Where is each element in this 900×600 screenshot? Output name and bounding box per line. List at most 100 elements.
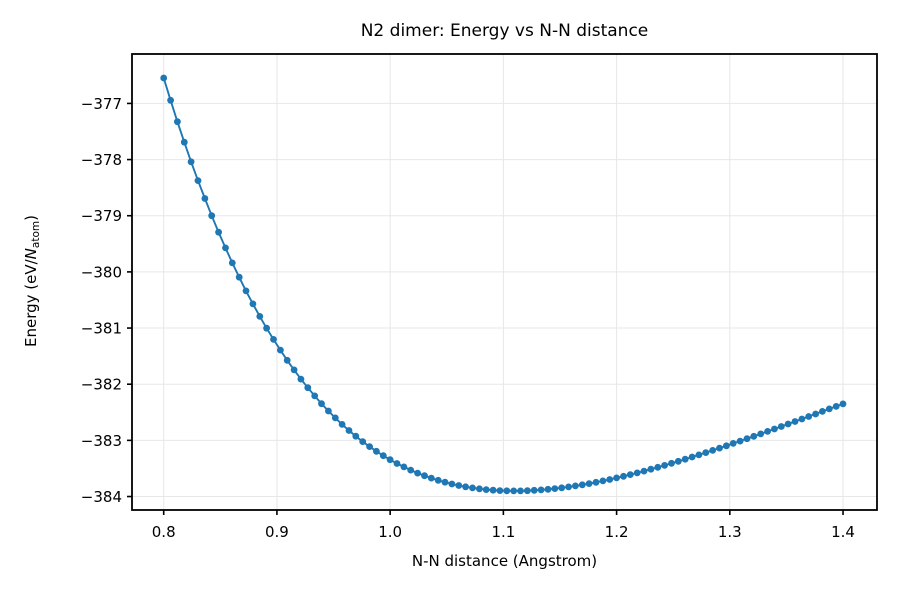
data-point-marker [290, 366, 298, 374]
data-point-marker [784, 420, 792, 428]
data-point-marker [647, 465, 655, 473]
data-point-marker [661, 462, 668, 469]
data-point-marker [180, 138, 188, 146]
x-tick-label: 1.1 [491, 523, 515, 541]
data-point-marker [373, 447, 380, 455]
y-tick-label: −378 [81, 151, 122, 169]
data-point-marker [400, 463, 408, 471]
data-point-marker [476, 485, 483, 493]
data-point-marker [791, 418, 799, 425]
data-point-marker [455, 482, 463, 489]
data-point-marker [297, 375, 305, 383]
data-point-marker [729, 440, 737, 447]
data-point-marker [681, 455, 689, 463]
data-point-marker [764, 428, 771, 435]
data-point-marker [633, 469, 641, 477]
data-point-marker [174, 118, 181, 126]
y-axis-label: Energy (eV/Natom) [22, 215, 42, 347]
data-point-marker [277, 346, 284, 354]
data-point-marker [551, 485, 559, 492]
data-point-marker [489, 486, 497, 494]
data-point-marker [482, 486, 490, 493]
data-point-marker [805, 413, 813, 420]
data-point-marker [558, 484, 566, 492]
data-point-marker [606, 476, 614, 483]
data-point-marker [613, 474, 620, 482]
data-point-marker [242, 287, 250, 295]
data-point-marker [338, 421, 346, 428]
data-point-marker [757, 430, 765, 438]
data-point-marker [524, 487, 531, 495]
data-point-marker [819, 408, 826, 415]
energy-curve-line [162, 77, 844, 492]
chart-title: N2 dimer: Energy vs N-N distance [360, 21, 649, 41]
data-point-marker [427, 474, 435, 482]
data-point-marker [537, 486, 545, 494]
axes-spines [131, 53, 878, 511]
data-point-marker [208, 212, 216, 220]
data-point-marker [249, 300, 257, 308]
data-point-marker [599, 477, 607, 485]
data-point-marker [503, 487, 511, 495]
data-point-marker [448, 480, 456, 488]
data-point-marker [626, 471, 634, 478]
data-point-marker [736, 437, 744, 445]
y-tick-label: −382 [81, 376, 122, 394]
data-point-marker [393, 460, 401, 467]
y-axis-label-prefix: Energy (eV/ [22, 259, 40, 347]
data-point-marker [585, 480, 593, 487]
data-point-marker [167, 96, 175, 104]
data-point-marker [352, 432, 360, 440]
data-point-marker [620, 472, 627, 480]
y-tick-label: −377 [81, 95, 122, 113]
data-point-marker [798, 415, 806, 423]
data-point-marker [771, 425, 778, 433]
data-point-marker [812, 410, 819, 418]
data-point-marker [654, 463, 662, 471]
data-point-marker [743, 435, 751, 443]
data-point-marker [331, 414, 339, 422]
data-point-marker [702, 449, 710, 456]
data-point-marker [235, 273, 243, 281]
data-point-marker [462, 483, 469, 491]
y-tick-label: −384 [81, 488, 122, 506]
data-point-marker [263, 324, 270, 332]
data-point-marker [674, 457, 682, 465]
data-point-marker [325, 407, 332, 415]
data-point-marker [777, 423, 785, 430]
x-tick-label: 1.2 [605, 523, 629, 541]
data-point-marker [695, 451, 703, 459]
x-tick-label: 1.4 [831, 523, 855, 541]
data-point-marker [709, 447, 717, 454]
data-point-marker [517, 487, 524, 495]
data-point-marker [544, 485, 552, 493]
data-point-marker [832, 403, 840, 410]
data-point-marker [688, 453, 696, 461]
data-point-marker [572, 482, 579, 490]
data-point-marker [530, 486, 538, 494]
data-point-marker [716, 444, 723, 452]
x-tick-label: 1.0 [378, 523, 402, 541]
data-point-marker [187, 158, 195, 166]
y-axis-label-symbol: N [22, 248, 40, 260]
data-point-marker [283, 356, 291, 364]
data-point-marker [407, 466, 415, 474]
data-point-marker [592, 478, 600, 486]
y-axis-label-suffix: ) [22, 215, 40, 221]
data-point-marker [510, 487, 518, 495]
data-point-marker [359, 438, 367, 445]
x-tick-label: 0.8 [152, 523, 176, 541]
x-axis-label: N-N distance (Angstrom) [411, 552, 598, 570]
x-tick-label: 1.3 [718, 523, 742, 541]
data-point-marker [201, 195, 209, 202]
data-point-marker [496, 487, 504, 494]
data-point-marker [379, 452, 387, 460]
y-tick-label: −379 [81, 207, 122, 225]
data-point-marker [318, 400, 325, 408]
data-point-marker [469, 484, 476, 492]
data-point-marker [270, 336, 277, 343]
x-tick-label: 0.9 [265, 523, 289, 541]
y-tick-label: −383 [81, 432, 122, 450]
data-point-marker [578, 481, 586, 489]
